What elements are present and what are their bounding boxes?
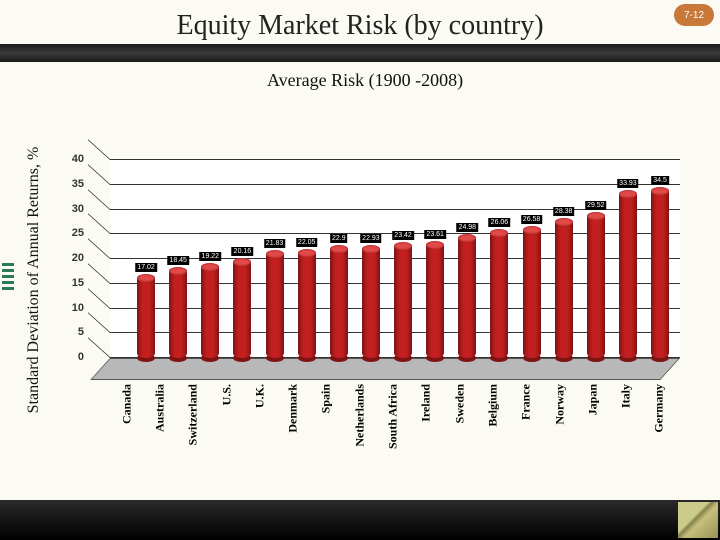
- bar-value-label: 17.02: [135, 263, 157, 272]
- y-tick-label: 20: [72, 252, 84, 264]
- x-label: South Africa: [376, 384, 409, 484]
- x-label: Denmark: [276, 384, 309, 484]
- bar-cylinder: 20.16: [233, 258, 251, 358]
- bar-value-label: 21.83: [264, 239, 286, 248]
- bar-cylinder: 26.58: [523, 226, 541, 358]
- bar-value-label: 23.61: [424, 230, 446, 239]
- bar-slot: 19.22: [194, 160, 226, 358]
- bar-slot: 22.93: [355, 160, 387, 358]
- bar-cylinder: 18.45: [169, 267, 187, 358]
- bar-value-label: 24.98: [457, 223, 479, 232]
- header: Equity Market Risk (by country): [0, 0, 720, 62]
- bar-cylinder: 26.06: [490, 229, 508, 358]
- bar-slot: 29.52: [580, 160, 612, 358]
- x-labels: CanadaAustraliaSwitzerlandU.S.U.K.Denmar…: [110, 384, 680, 484]
- bar-cylinder: 19.22: [201, 263, 219, 358]
- bar-slot: 26.58: [516, 160, 548, 358]
- bar-slot: 28.38: [548, 160, 580, 358]
- y-tick-label: 10: [72, 302, 84, 314]
- bar-value-label: 22.05: [296, 238, 318, 247]
- y-axis-label: Standard Deviation of Annual Returns, %: [25, 147, 43, 414]
- bar-value-label: 19.22: [200, 252, 222, 261]
- bar-value-label: 22.9: [330, 234, 348, 243]
- y-tick-label: 35: [72, 178, 84, 190]
- bar-slot: 23.42: [387, 160, 419, 358]
- x-label: Sweden: [443, 384, 476, 484]
- left-accent-bars: [0, 62, 18, 490]
- bar-value-label: 28.38: [553, 207, 575, 216]
- bar-cylinder: 23.61: [426, 241, 444, 358]
- y-tick-label: 0: [78, 351, 84, 363]
- x-label: Australia: [143, 384, 176, 484]
- x-label: Japan: [576, 384, 609, 484]
- slide-title: Equity Market Risk (by country): [0, 10, 720, 42]
- x-label: Switzerland: [177, 384, 210, 484]
- corner-decoration: [678, 502, 718, 538]
- bar-slot: 18.45: [162, 160, 194, 358]
- y-tick-label: 5: [78, 326, 84, 338]
- bar-cylinder: 22.93: [362, 245, 380, 359]
- bar-value-label: 23.42: [392, 231, 414, 240]
- x-label: Canada: [110, 384, 143, 484]
- y-tick-label: 40: [72, 153, 84, 165]
- chart-subtitle: Average Risk (1900 -2008): [40, 70, 690, 91]
- bar-value-label: 22.93: [360, 234, 382, 243]
- bar-cylinder: 23.42: [394, 242, 412, 358]
- x-label: Ireland: [410, 384, 443, 484]
- bar-cylinder: 17.02: [137, 274, 155, 358]
- x-label: Spain: [310, 384, 343, 484]
- x-label: Norway: [543, 384, 576, 484]
- bar-cylinder: 28.38: [555, 218, 573, 358]
- header-stripe: [0, 44, 720, 62]
- x-label: France: [510, 384, 543, 484]
- bar-value-label: 26.06: [489, 218, 511, 227]
- bar-value-label: 33.93: [617, 179, 639, 188]
- bar-cylinder: 34.5: [651, 187, 669, 358]
- x-label: U.K.: [243, 384, 276, 484]
- bar-cylinder: 22.9: [330, 245, 348, 358]
- bar-value-label: 29.52: [585, 201, 607, 210]
- y-tick-label: 30: [72, 203, 84, 215]
- bar-slot: 23.61: [419, 160, 451, 358]
- bar-slot: 17.02: [130, 160, 162, 358]
- bar-slot: 33.93: [612, 160, 644, 358]
- x-label: Belgium: [476, 384, 509, 484]
- bar-cylinder: 29.52: [587, 212, 605, 358]
- y-tick-label: 25: [72, 227, 84, 239]
- bar-value-label: 26.58: [521, 215, 543, 224]
- bar-slot: 22.9: [323, 160, 355, 358]
- bar-value-label: 20.16: [232, 247, 254, 256]
- x-label: Italy: [609, 384, 642, 484]
- x-label: Netherlands: [343, 384, 376, 484]
- bars-container: 17.02 18.45 19.22 20.16 21.83 22.05 22.9 22.93 2…: [110, 160, 680, 358]
- bar-slot: 24.98: [451, 160, 483, 358]
- bar-slot: 34.5: [644, 160, 676, 358]
- bar-slot: 26.06: [483, 160, 515, 358]
- x-label: Germany: [643, 384, 676, 484]
- bar-cylinder: 33.93: [619, 190, 637, 358]
- bar-value-label: 34.5: [651, 176, 669, 185]
- chart: Average Risk (1900 -2008) Standard Devia…: [40, 70, 690, 490]
- bar-slot: 21.83: [259, 160, 291, 358]
- bar-cylinder: 22.05: [298, 249, 316, 358]
- bar-slot: 20.16: [226, 160, 258, 358]
- page-number-badge: 7-12: [674, 4, 714, 26]
- bar-slot: 22.05: [291, 160, 323, 358]
- bar-cylinder: 24.98: [458, 234, 476, 358]
- plot-area: 0510152025303540 17.0218.4519.2220.1621.…: [110, 160, 680, 380]
- x-label: U.S.: [210, 384, 243, 484]
- y-tick-label: 15: [72, 277, 84, 289]
- bar-value-label: 18.45: [167, 256, 189, 265]
- footer-bar: [0, 500, 720, 540]
- bar-cylinder: 21.83: [266, 250, 284, 358]
